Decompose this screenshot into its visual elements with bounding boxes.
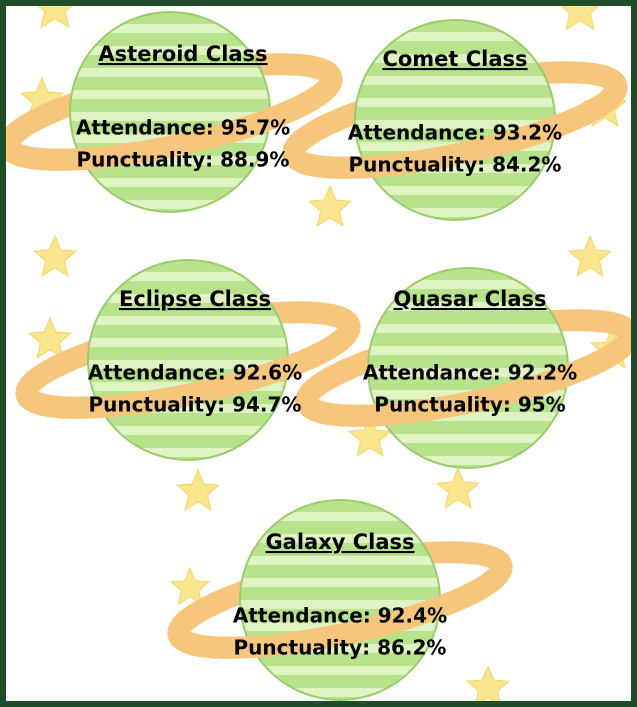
punctuality: Punctuality: 95%	[374, 393, 565, 417]
attendance: Attendance: 92.6%	[88, 361, 302, 385]
page: {"classes": [ {"name": "Asteroid Class",…	[0, 0, 637, 707]
punctuality: Punctuality: 94.7%	[89, 393, 302, 417]
attendance: Attendance: 93.2%	[348, 121, 562, 145]
punctuality: Punctuality: 88.9%	[77, 148, 290, 172]
attendance: Attendance: 95.7%	[76, 116, 290, 140]
punctuality: Punctuality: 86.2%	[234, 636, 447, 660]
class-title: Comet Class	[382, 47, 527, 71]
class-title: Quasar Class	[393, 287, 546, 311]
attendance: Attendance: 92.2%	[363, 361, 577, 385]
poster: Asteroid Class Attendance: 95.7% Punctuali…	[0, 0, 637, 707]
class-title: Asteroid Class	[98, 42, 267, 66]
class-title: Eclipse Class	[119, 287, 271, 311]
class-title: Galaxy Class	[265, 530, 414, 554]
attendance: Attendance: 92.4%	[233, 604, 447, 628]
punctuality: Punctuality: 84.2%	[349, 153, 562, 177]
